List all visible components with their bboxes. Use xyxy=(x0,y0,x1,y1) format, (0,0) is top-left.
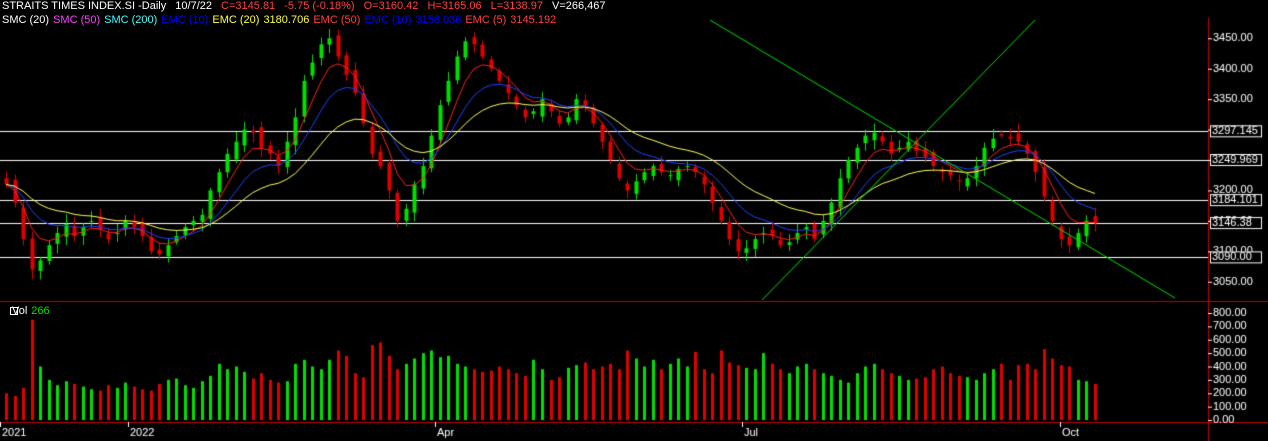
header-date: 10/7/22 xyxy=(175,0,212,12)
chart-header: STRAITS TIMES INDEX.SI -Daily 10/7/22 C=… xyxy=(2,0,612,13)
indicator-legend-item: EMC (10) xyxy=(364,14,412,26)
header-close: C=3145.81 xyxy=(221,0,276,12)
header-change: -5.75 (-0.18%) xyxy=(284,0,355,12)
indicator-legend: SMC (20) SMC (50) SMC (200) EMC (10) EMC (20… xyxy=(2,14,560,27)
volume-label-text: Vol xyxy=(12,305,28,317)
indicator-legend-item: EMC (50) xyxy=(313,14,361,26)
indicator-legend-item: 3145.192 xyxy=(510,14,557,26)
close-pane-icon[interactable] xyxy=(10,307,18,315)
indicator-legend-item: SMC (20) xyxy=(2,14,50,26)
header-low: L=3138.97 xyxy=(490,0,543,12)
indicator-legend-item: EMC (10) xyxy=(161,14,209,26)
indicator-legend-item: 3156.036 xyxy=(415,14,462,26)
volume-label: Vol 266 xyxy=(2,305,50,317)
header-high: H=3165.06 xyxy=(427,0,482,12)
volume-label-value: 266 xyxy=(31,305,50,317)
indicator-legend-item: 3180.706 xyxy=(263,14,310,26)
indicator-legend-item: SMC (200) xyxy=(104,14,158,26)
header-volume: V=266,467 xyxy=(552,0,606,12)
indicator-legend-item: SMC (50) xyxy=(53,14,101,26)
indicator-legend-item: EMC (20) xyxy=(212,14,260,26)
indicator-legend-item: EMC (5) xyxy=(465,14,507,26)
header-open: O=3160.42 xyxy=(363,0,419,12)
symbol-title: STRAITS TIMES INDEX.SI -Daily xyxy=(2,0,167,12)
